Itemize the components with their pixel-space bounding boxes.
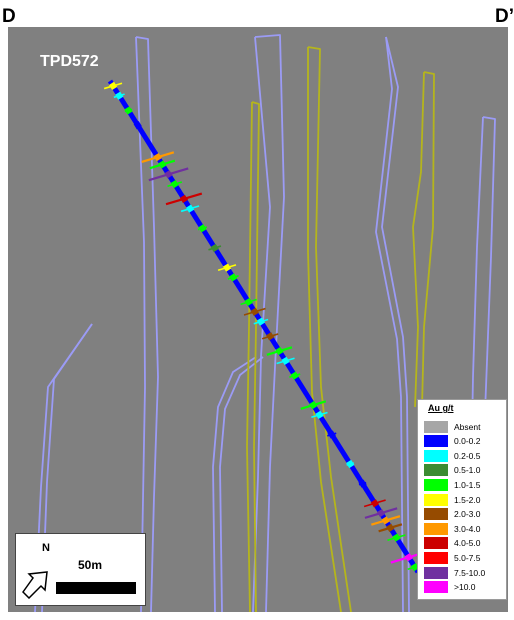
section-end-label: D’ — [495, 6, 514, 27]
assay-interval — [244, 297, 253, 307]
assay-interval — [108, 81, 118, 91]
legend-item: 1.0-1.5 — [424, 478, 480, 491]
cross-section-canvas — [34, 34, 496, 612]
legend-item: 2.0-3.0 — [424, 508, 480, 521]
assay-interval — [229, 273, 238, 282]
legend-swatch — [424, 537, 448, 550]
legend-swatch — [424, 493, 448, 506]
legend-label: 2.0-3.0 — [454, 509, 481, 520]
assay-interval — [133, 121, 142, 130]
assay-interval — [275, 346, 284, 356]
assay-interval — [381, 516, 390, 525]
legend-item: 7.5-10.0 — [424, 566, 485, 579]
assay-interval — [115, 91, 124, 100]
legend-label: 1.5-2.0 — [454, 494, 481, 505]
legend-item: 1.5-2.0 — [424, 493, 480, 506]
lode-outline — [254, 34, 285, 612]
assay-interval — [327, 430, 336, 439]
assay-interval — [404, 553, 413, 562]
assay-interval — [250, 307, 259, 316]
legend-label: 3.0-4.0 — [454, 523, 481, 534]
scale-bar — [56, 582, 136, 594]
north-label: N — [42, 542, 50, 554]
legend-swatch — [424, 566, 448, 579]
lode-outline — [381, 36, 410, 612]
legend-label: 0.0-0.2 — [454, 436, 481, 447]
assay-interval — [315, 410, 324, 420]
scale-north-box: N 50m — [15, 533, 146, 606]
legend-item: 5.0-7.5 — [424, 551, 480, 564]
legend-swatch — [424, 551, 448, 564]
legend-swatch — [424, 522, 448, 535]
assay-interval — [185, 204, 195, 213]
assay-interval — [358, 479, 367, 488]
legend-label: 7.5-10.0 — [454, 567, 486, 578]
legend-item: >10.0 — [424, 581, 476, 594]
legend-swatch — [424, 508, 448, 521]
lode-outline — [252, 36, 271, 612]
assay-interval — [386, 523, 395, 532]
lode-outline — [212, 356, 257, 612]
assay-interval — [266, 332, 275, 341]
legend-label: >10.0 — [454, 582, 476, 593]
assay-interval — [164, 170, 173, 179]
assay-interval — [309, 400, 318, 410]
legend-label: 1.0-1.5 — [454, 479, 481, 490]
lode-outline — [412, 71, 425, 408]
legend-item: 0.2-0.5 — [424, 449, 480, 462]
legend-item: Absent — [424, 420, 480, 433]
legend-swatch — [424, 435, 448, 448]
legend-swatch — [424, 464, 448, 477]
legend-swatch — [424, 449, 448, 462]
assay-interval — [290, 371, 299, 380]
scale-label: 50m — [78, 558, 103, 572]
legend-label: 4.0-5.0 — [454, 538, 481, 549]
grade-legend: Au g/t Absent 0.0-0.2 0.2-0.5 0.5-1.0 1.0-1.… — [417, 399, 507, 600]
assay-interval — [256, 317, 266, 326]
assay-interval — [158, 160, 167, 169]
assay-interval — [198, 224, 207, 233]
drillhole-trace — [107, 79, 421, 574]
assay-interval — [281, 356, 290, 366]
section-start-label: D — [2, 6, 16, 27]
legend-item: 0.0-0.2 — [424, 435, 480, 448]
drillhole-label: TPD572 — [40, 53, 99, 70]
assay-interval — [210, 243, 219, 253]
legend-item: 0.5-1.0 — [424, 464, 480, 477]
lode-outline — [307, 46, 352, 612]
lode-outline — [251, 101, 260, 612]
assay-interval — [392, 533, 401, 542]
assay-interval — [410, 562, 420, 572]
lode-outlines — [34, 34, 496, 612]
lode-outline — [135, 36, 146, 612]
legend-label: Absent — [454, 421, 481, 432]
assay-interval — [179, 194, 189, 203]
legend-item: 4.0-5.0 — [424, 537, 480, 550]
legend-item: 3.0-4.0 — [424, 522, 480, 535]
assay-interval — [124, 106, 133, 115]
north-arrow-icon — [22, 571, 48, 599]
lode-outline — [421, 71, 435, 408]
lode-outline — [135, 36, 159, 612]
lode-outline — [375, 36, 404, 612]
assay-interval — [153, 152, 162, 162]
assay-interval — [370, 499, 380, 508]
lode-outline — [307, 47, 342, 612]
assay-interval — [346, 459, 355, 469]
assay-interval — [376, 508, 386, 518]
legend-label: 5.0-7.5 — [454, 552, 481, 563]
legend-swatch — [424, 581, 448, 594]
assay-interval — [170, 179, 179, 189]
assay-interval — [222, 263, 232, 272]
lode-outline — [219, 356, 264, 612]
legend-title: Au g/t — [428, 403, 454, 413]
lode-outline — [246, 101, 253, 612]
legend-label: 0.5-1.0 — [454, 465, 481, 476]
legend-label: 0.2-0.5 — [454, 450, 481, 461]
cross-section-map[interactable]: TPD572 Au g/t Absent 0.0-0.2 0.2-0.5 0.5-1.… — [8, 27, 508, 612]
legend-swatch — [424, 478, 448, 491]
legend-swatch — [424, 420, 448, 433]
